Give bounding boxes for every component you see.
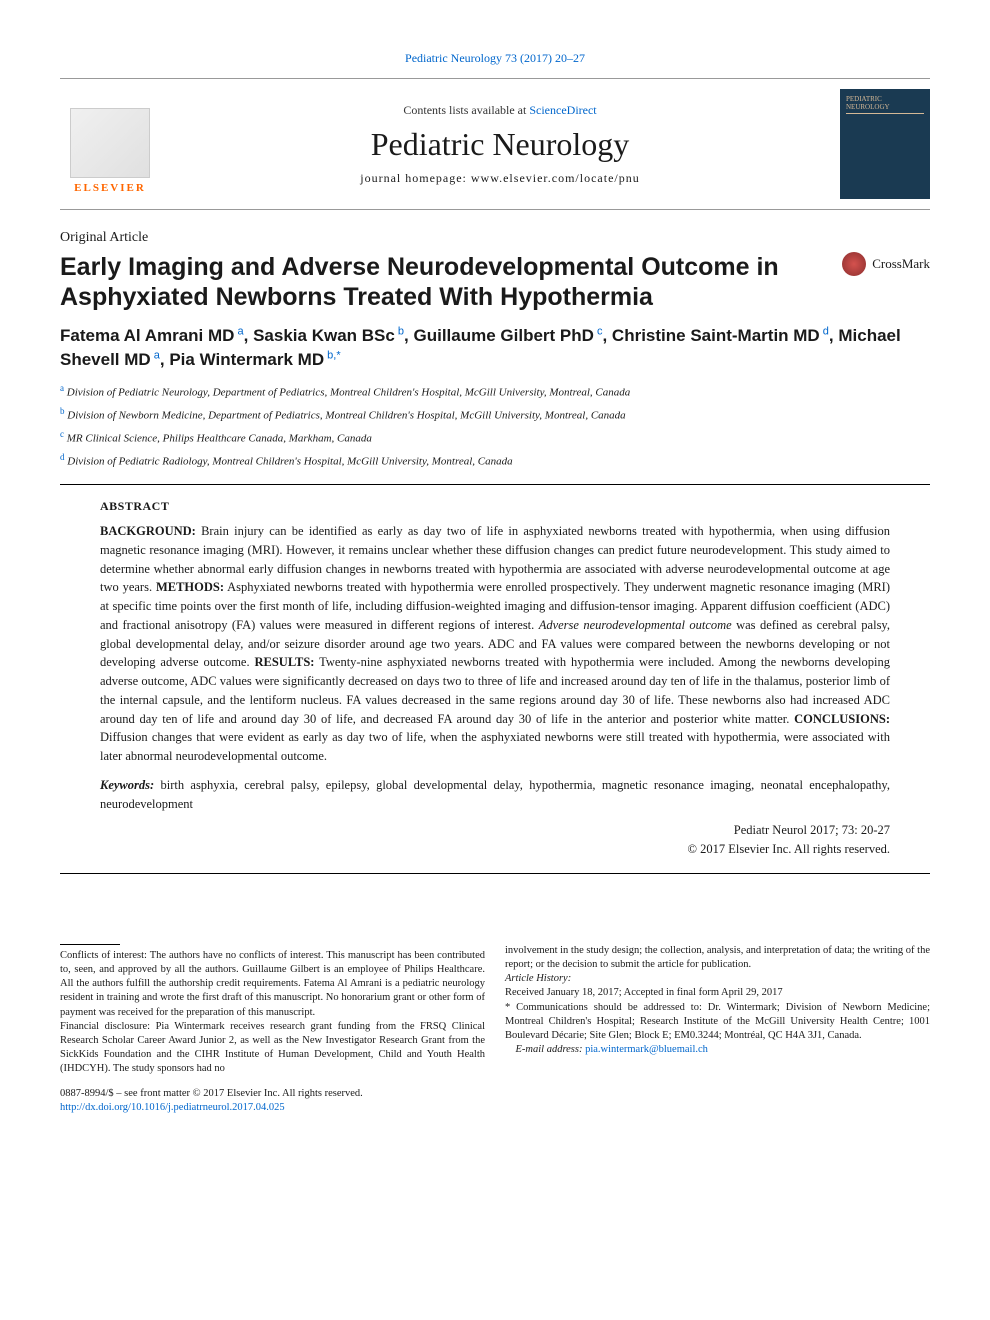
elsevier-logo: ELSEVIER [60, 94, 160, 194]
homepage-url[interactable]: www.elsevier.com/locate/pnu [471, 171, 640, 185]
corresponding-email[interactable]: pia.wintermark@bluemail.ch [585, 1044, 708, 1055]
financial-continued: involvement in the study design; the col… [505, 944, 930, 972]
outcome-def-label: Adverse neurodevelopmental outcome [539, 618, 732, 632]
author: Saskia Kwan BSc b [253, 326, 404, 345]
divider-rule-2 [60, 873, 930, 874]
sciencedirect-link[interactable]: ScienceDirect [529, 103, 596, 117]
cover-title: PEDIATRIC NEUROLOGY [846, 95, 924, 114]
issn-line: 0887-8994/$ – see front matter © 2017 El… [60, 1087, 485, 1101]
keywords-line: Keywords: birth asphyxia, cerebral palsy… [100, 776, 890, 814]
footer-left-column: Conflicts of interest: The authors have … [60, 944, 485, 1115]
email-label: E-mail address: [516, 1044, 583, 1055]
author-affil-sup: c [594, 325, 603, 337]
journal-name: Pediatric Neurology [160, 126, 840, 163]
keywords-label: Keywords: [100, 778, 154, 792]
cite-line: Pediatr Neurol 2017; 73: 20-27 [100, 821, 890, 840]
background-label: BACKGROUND: [100, 524, 196, 538]
conclusions-text: Diffusion changes that were evident as e… [100, 730, 890, 763]
affil-letter: a [60, 383, 64, 393]
footnote-rule [60, 944, 120, 945]
crossmark-label: CrossMark [872, 256, 930, 272]
divider-rule [60, 484, 930, 485]
footer-right-column: involvement in the study design; the col… [505, 944, 930, 1115]
affil-letter: b [60, 406, 65, 416]
doi-link[interactable]: http://dx.doi.org/10.1016/j.pediatrneuro… [60, 1102, 285, 1113]
author: Fatema Al Amrani MD a [60, 326, 244, 345]
author: Guillaume Gilbert PhD c [413, 326, 602, 345]
author: Pia Wintermark MD b,* [169, 350, 340, 369]
affiliation-line: b Division of Newborn Medicine, Departme… [60, 405, 930, 424]
author: Christine Saint-Martin MD d [612, 326, 829, 345]
crossmark-badge[interactable]: CrossMark [842, 252, 930, 276]
citation-bar: Pediatric Neurology 73 (2017) 20–27 [60, 50, 930, 66]
abstract-citation: Pediatr Neurol 2017; 73: 20-27 © 2017 El… [100, 821, 890, 859]
conflicts-of-interest: Conflicts of interest: The authors have … [60, 949, 485, 1020]
correspondence: * Communications should be addressed to:… [505, 1001, 930, 1044]
journal-homepage: journal homepage: www.elsevier.com/locat… [160, 171, 840, 186]
author-list: Fatema Al Amrani MD a, Saskia Kwan BSc b… [60, 324, 930, 372]
financial-disclosure: Financial disclosure: Pia Wintermark rec… [60, 1020, 485, 1077]
elsevier-tree-icon [70, 108, 150, 178]
methods-label: METHODS: [156, 580, 224, 594]
author-affil-sup: b,* [324, 349, 341, 361]
journal-cover-thumbnail: PEDIATRIC NEUROLOGY [840, 89, 930, 199]
affil-letter: c [60, 429, 64, 439]
author-affil-sup: a [151, 349, 160, 361]
affiliation-line: d Division of Pediatric Radiology, Montr… [60, 451, 930, 470]
abstract-block: ABSTRACT BACKGROUND: Brain injury can be… [60, 499, 930, 859]
article-history: Received January 18, 2017; Accepted in f… [505, 986, 930, 1000]
author-affil-sup: a [234, 325, 243, 337]
title-row: Early Imaging and Adverse Neurodevelopme… [60, 252, 930, 312]
citation-link[interactable]: Pediatric Neurology 73 (2017) 20–27 [405, 51, 585, 65]
abstract-body: BACKGROUND: Brain injury can be identifi… [100, 522, 890, 766]
crossmark-icon [842, 252, 866, 276]
copyright-line: © 2017 Elsevier Inc. All rights reserved… [100, 840, 890, 859]
footer-columns: Conflicts of interest: The authors have … [60, 944, 930, 1115]
email-line: E-mail address: pia.wintermark@bluemail.… [505, 1043, 930, 1057]
article-history-label: Article History: [505, 972, 930, 986]
affiliation-line: a Division of Pediatric Neurology, Depar… [60, 382, 930, 401]
header-center: Contents lists available at ScienceDirec… [160, 103, 840, 186]
results-label: RESULTS: [254, 655, 314, 669]
author-affil-sup: b [395, 325, 404, 337]
abstract-heading: ABSTRACT [100, 499, 890, 514]
journal-header: ELSEVIER Contents lists available at Sci… [60, 78, 930, 210]
keywords-text: birth asphyxia, cerebral palsy, epilepsy… [100, 778, 890, 811]
affiliation-list: a Division of Pediatric Neurology, Depar… [60, 382, 930, 471]
contents-line: Contents lists available at ScienceDirec… [160, 103, 840, 118]
article-type: Original Article [60, 230, 930, 246]
homepage-label: journal homepage: [360, 171, 471, 185]
journal-article-page: Pediatric Neurology 73 (2017) 20–27 ELSE… [0, 0, 990, 1165]
affil-letter: d [60, 452, 65, 462]
affiliation-line: c MR Clinical Science, Philips Healthcar… [60, 428, 930, 447]
article-title: Early Imaging and Adverse Neurodevelopme… [60, 252, 822, 312]
doi-block: 0887-8994/$ – see front matter © 2017 El… [60, 1087, 485, 1115]
conclusions-label: CONCLUSIONS: [794, 712, 890, 726]
elsevier-wordmark: ELSEVIER [74, 182, 146, 194]
author-affil-sup: d [820, 325, 829, 337]
contents-prefix: Contents lists available at [403, 103, 529, 117]
